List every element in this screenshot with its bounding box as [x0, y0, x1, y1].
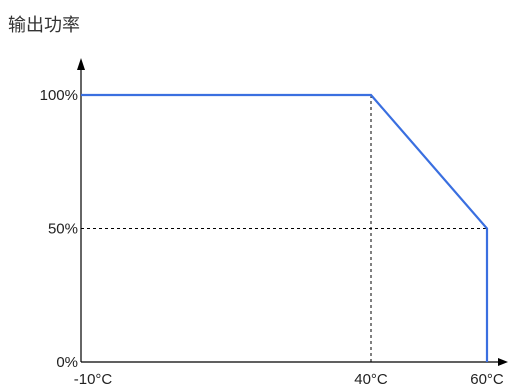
y-tick-label: 100% — [40, 87, 78, 104]
x-tick-label: 60°C — [470, 371, 504, 387]
chart-title: 输出功率 — [8, 15, 80, 35]
tick-labels: 0% 50% 100% -10°C 40°C 60°C — [40, 87, 504, 387]
reference-lines — [81, 95, 487, 362]
x-tick-label: 40°C — [354, 371, 388, 387]
axes — [77, 58, 508, 366]
y-tick-label: 50% — [48, 221, 78, 238]
x-tick-label: -10°C — [74, 371, 113, 387]
series-line-0 — [81, 93, 489, 362]
y-axis-arrowhead — [77, 58, 85, 70]
y-tick-label: 0% — [56, 354, 78, 371]
series-layer — [80, 93, 489, 363]
x-axis-arrowhead — [498, 358, 508, 366]
